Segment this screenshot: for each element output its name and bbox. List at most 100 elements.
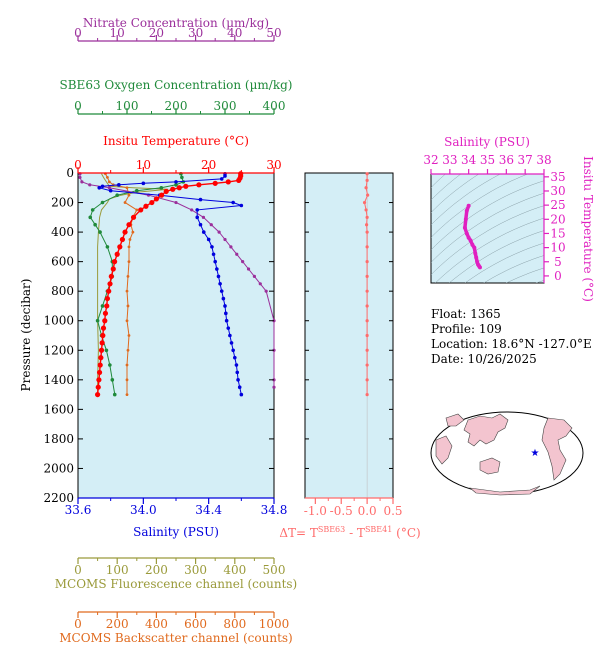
backscatter-point [127, 334, 131, 337]
temperature-point [114, 251, 120, 257]
pressure-tick-label: 1000 [43, 314, 74, 328]
ts-y-tick-label: 15 [550, 226, 565, 240]
salinity-point [215, 267, 219, 271]
salinity-point [141, 181, 146, 186]
salinity-point [206, 237, 211, 242]
ts-density-contour [431, 174, 529, 238]
salinity-point [221, 296, 226, 301]
temperature-point [126, 222, 132, 228]
location: Location: 18.6°N -127.0°E [431, 337, 592, 351]
ts-density-contour [431, 192, 544, 263]
oxygen-point [180, 175, 184, 180]
temperature-point [96, 369, 103, 376]
ts-panel-bg [430, 173, 545, 284]
temperature-point [138, 207, 144, 213]
pressure-tick-label: 1200 [43, 343, 74, 357]
ts-x-tick-label: 35 [480, 153, 495, 167]
temperature-point [170, 186, 176, 192]
temperature-point [117, 244, 123, 250]
delta-point [365, 333, 369, 338]
nitrate-point [223, 237, 227, 242]
oxygen-point [105, 245, 110, 249]
temperature-point [163, 188, 169, 195]
profile-panel-bg [77, 172, 275, 499]
nitrate-point [252, 274, 256, 279]
salinity-point [223, 304, 227, 308]
pressure-tick-label: 0 [66, 166, 74, 180]
backscatter-point [127, 193, 131, 197]
backscatter-point [128, 238, 132, 241]
nitrate-point [272, 385, 276, 389]
temperature-point [108, 273, 114, 280]
salinity-point [226, 326, 231, 330]
delta-point [364, 208, 368, 212]
backscatter-point [131, 230, 135, 234]
ts-point [464, 231, 469, 236]
pressure-tick-label: 600 [51, 255, 74, 269]
backscatter-point [125, 378, 129, 382]
salinity-point [237, 385, 242, 390]
ts-density-contour [431, 174, 446, 188]
nitrate-point [78, 175, 82, 180]
temperature-point [95, 384, 101, 390]
ts-density-contour [431, 174, 501, 226]
temperature-point [149, 199, 155, 206]
ts-y-tick-label: 5 [554, 255, 562, 269]
fluorescence-axis-label: MCOMS Fluorescence channel (counts) [55, 577, 298, 591]
ts-point [463, 217, 468, 222]
temperature-point [100, 325, 107, 331]
profile-series-layer [78, 171, 276, 398]
map-land-asia [463, 413, 509, 447]
salinity-point [108, 188, 113, 193]
nitrate-tick-label: 40 [227, 26, 242, 40]
delta-point [365, 172, 369, 176]
salinity-point [218, 281, 222, 286]
nitrate-tick-label: 0 [74, 26, 82, 40]
backscatter-tick-label: 600 [184, 617, 207, 631]
ts-point [477, 265, 482, 270]
nitrate-point [201, 215, 206, 219]
backscatter-point [125, 319, 129, 323]
pressure-tick-label: 1800 [43, 432, 74, 446]
delta-point [365, 178, 369, 182]
oxygen-tick-label: 100 [116, 99, 139, 113]
delta-point [365, 260, 369, 264]
salinity-point [219, 177, 224, 181]
backscatter-point [135, 208, 139, 212]
delta-point [365, 392, 369, 397]
temperature-point [107, 281, 113, 287]
ts-y-tick-label: 0 [554, 269, 562, 283]
salinity-tick-label: 34.8 [261, 503, 288, 517]
backscatter-point [125, 289, 129, 293]
oxygen-point [110, 378, 115, 382]
temperature-point [236, 177, 242, 183]
delta-point [365, 348, 369, 352]
temperature-point [102, 318, 108, 324]
oxygen-point [104, 348, 109, 353]
delta-layer: -1.0 -0.5 0.0 0.5 [304, 172, 403, 518]
salinity-point [210, 245, 214, 249]
delta-point [365, 304, 369, 308]
ts-point [468, 238, 473, 243]
ts-y-tick-label: 30 [550, 184, 565, 198]
map-land-america [541, 417, 573, 481]
salinity-point [211, 252, 216, 257]
backscatter-point [125, 363, 129, 367]
nitrate-point [174, 200, 178, 205]
salinity-point [213, 259, 217, 264]
fluorescence-tick-label: 500 [263, 563, 286, 577]
oxygen-tick-label: 200 [165, 99, 188, 113]
oxygen-point [159, 185, 164, 190]
temperature-point [130, 214, 137, 220]
salinity-tick-label: 34.4 [195, 503, 222, 517]
fluorescence-tick-label: 300 [184, 563, 207, 577]
delta-panel-bg [304, 172, 394, 499]
delta-point [362, 200, 367, 205]
ts-density-contour [448, 230, 544, 283]
salinity-axis-label: Salinity (PSU) [133, 525, 219, 539]
temperature-point [143, 203, 149, 209]
oxygen-tick-label: 300 [214, 99, 237, 113]
nitrate-tick-label: 10 [110, 26, 125, 40]
temperature-tick-label: 20 [201, 158, 216, 172]
